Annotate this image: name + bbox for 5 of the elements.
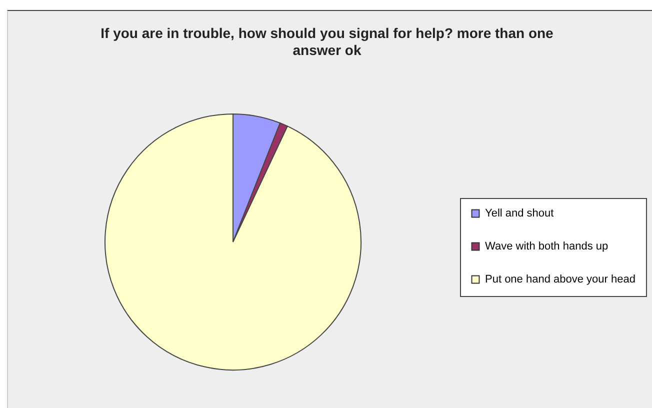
pie-slice [104, 114, 362, 370]
legend-label: Put one hand above your head [485, 274, 636, 286]
legend-label: Wave with both hands up [485, 240, 608, 252]
chart-title: If you are in trouble, how should you signal for help? more than one answer ok [100, 25, 554, 58]
legend-label: Yell and shout [485, 208, 554, 220]
